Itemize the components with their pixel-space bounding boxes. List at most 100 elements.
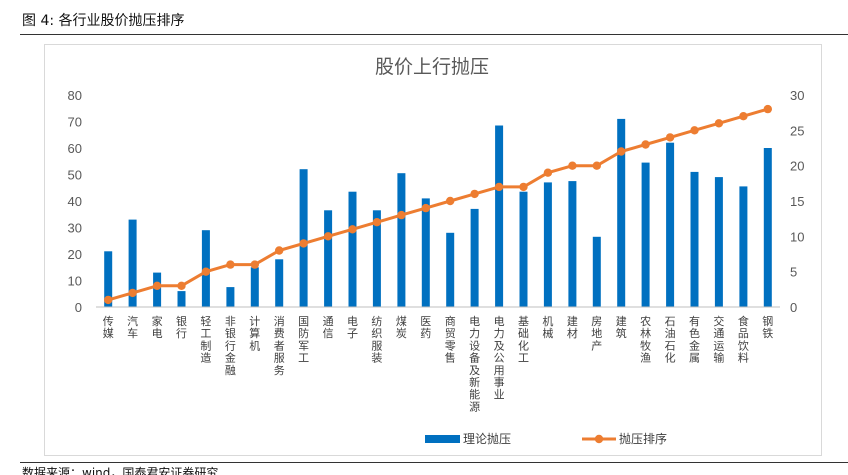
right-tick-label: 30 [790,88,804,103]
left-tick-label: 40 [68,194,82,209]
left-tick-label: 30 [68,221,82,236]
category-label: 电子 [347,315,358,340]
bar-纺织服装 [372,210,381,307]
bar-钢铁 [763,148,772,307]
bar-电子 [348,191,357,307]
bottom-rule [20,462,848,463]
bar-series [104,118,772,308]
rank-marker-房地产 [592,161,601,170]
rank-marker-计算机 [250,260,259,269]
bar-石油石化 [666,142,675,307]
category-label: 轻工制造 [200,314,211,365]
rank-marker-非银行金融 [226,260,235,269]
category-label: 纺织服装 [371,314,382,365]
bar-消费者服务 [275,259,284,307]
bar-医药 [421,198,430,307]
chart-area [44,44,822,456]
left-tick-label: 0 [75,300,82,315]
bar-建材 [568,181,577,307]
rank-marker-基础化工 [519,182,528,192]
category-label: 农林牧渔 [640,314,651,365]
chart-title: 股价上行抛压 [375,56,489,78]
rank-marker-汽车 [128,288,137,298]
left-tick-label: 80 [68,88,82,103]
bar-电力及公用事业 [495,125,504,307]
rank-marker-电力及公用事业 [494,182,504,192]
legend: 理论抛压 抛压排序 [425,431,667,446]
category-label: 国防军工 [298,315,309,365]
bar-建筑 [617,118,626,308]
bar-煤炭 [397,173,406,307]
left-tick-label: 60 [68,141,82,156]
rank-marker-交通运输 [714,119,724,128]
category-label: 房地产 [591,315,602,352]
rank-marker-建筑 [617,147,626,156]
category-label: 有色金属 [689,314,700,365]
category-label: 传媒 [103,315,114,340]
line-series [104,104,772,305]
bar-银行 [177,291,186,307]
left-tick-label: 50 [68,168,82,183]
rank-marker-钢铁 [763,104,772,114]
category-label: 消费者服务 [274,314,285,377]
bar-电力设备及新能源 [470,208,479,307]
category-label: 计算机 [249,315,260,352]
right-tick-label: 20 [790,159,804,174]
bar-食品饮料 [739,186,748,307]
legend-bar-swatch [425,435,460,443]
rank-marker-纺织服装 [372,218,382,227]
rank-marker-机械 [543,168,553,177]
category-label: 石油石化 [665,315,676,365]
bar-交通运输 [714,177,723,307]
category-label: 建筑 [616,314,627,340]
right-tick-label: 0 [790,300,797,315]
category-label: 非银行金融 [225,315,236,377]
rank-marker-食品饮料 [739,112,748,121]
right-tick-label: 5 [790,265,797,280]
bar-机械 [543,182,552,307]
rank-marker-商贸零售 [446,196,455,206]
category-label: 电力设备及新能源 [469,315,480,413]
category-label: 通信 [323,315,334,340]
rank-marker-轻工制造 [201,267,211,276]
category-label: 建材 [567,314,578,340]
rank-marker-国防军工 [299,239,308,248]
rank-marker-有色金属 [690,126,699,135]
bar-农林牧渔 [641,162,650,307]
top-rule [20,34,848,35]
figure-title: 图 4: 各行业股价抛压排序 [22,13,185,29]
rank-marker-电力设备及新能源 [470,189,479,199]
rank-line [107,107,769,302]
rank-marker-家电 [152,281,162,290]
category-label: 食品饮料 [738,314,749,365]
category-label: 机械 [542,314,553,340]
left-tick-label: 10 [68,274,82,289]
category-label: 汽车 [127,314,138,340]
category-label: 煤炭 [396,315,407,340]
left-tick-label: 20 [68,247,82,262]
rank-marker-传媒 [104,295,113,305]
rank-marker-电子 [348,225,357,234]
legend-line-marker [594,434,604,444]
right-tick-label: 10 [790,229,804,244]
rank-marker-银行 [177,281,186,290]
legend-bar-label: 理论抛压 [463,431,511,446]
rank-marker-石油石化 [665,133,675,142]
right-tick-label: 25 [790,123,804,138]
bar-房地产 [592,236,601,307]
bar-汽车 [128,219,137,307]
category-label: 钢铁 [762,315,773,340]
bar-商贸零售 [446,232,455,307]
right-axis-ticks: 0 5 10 15 20 25 30 [790,88,804,315]
rank-marker-通信 [323,232,333,241]
category-label: 电力及公用事业 [494,315,505,401]
bar-有色金属 [690,171,699,307]
category-label: 基础化工 [518,315,529,365]
left-tick-label: 70 [68,115,82,130]
category-label: 医药 [420,315,431,340]
rank-marker-建材 [568,161,577,170]
right-tick-label: 15 [790,194,804,209]
rank-marker-消费者服务 [275,246,284,255]
